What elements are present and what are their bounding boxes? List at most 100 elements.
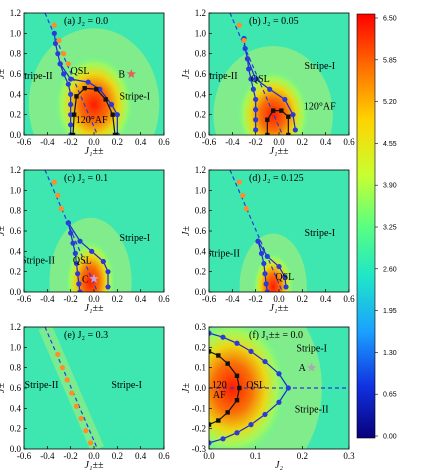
qsl-boundary-left — [243, 38, 257, 130]
y-tick-label: 0.0 — [10, 130, 22, 140]
x-tick-label: 0.6 — [343, 137, 355, 147]
qsl-point — [105, 284, 111, 290]
colorbar-label: 3.90 — [383, 183, 397, 190]
colorbar-label: 5.20 — [383, 99, 397, 106]
x-tick-label: -0.2 — [64, 294, 78, 304]
qsl-point — [282, 274, 288, 280]
dashed-transition-line — [44, 327, 99, 449]
y-tick-label: 0.2 — [10, 110, 21, 120]
star-marker — [89, 273, 99, 283]
y-axis-label: J± — [0, 69, 7, 79]
transition-point — [241, 37, 247, 44]
x-tick-label: 0.1 — [250, 451, 261, 461]
qsl-point — [55, 51, 61, 57]
af120-point — [286, 114, 291, 119]
x-axis-label: J₁±± — [85, 303, 104, 314]
qsl-point — [52, 40, 59, 47]
colorbar-label: 1.95 — [383, 308, 397, 315]
x-tick-label: 0.6 — [158, 137, 170, 147]
af120-boundary — [72, 87, 116, 135]
qsl-point — [258, 250, 265, 256]
y-axis-label: J± — [0, 383, 7, 393]
transition-point — [59, 365, 66, 371]
panel-a: B Stripe-II QSL Stripe-I 120°AF (a) J₂ = 0.0 -… — [0, 8, 170, 157]
transition-point — [64, 377, 70, 383]
region-label: Stripe-II — [25, 380, 59, 391]
qsl-point — [209, 440, 212, 446]
af120-point — [225, 361, 230, 366]
qsl-point — [253, 117, 259, 123]
x-tick-label: 0.0 — [273, 294, 285, 304]
region-label: 120°AF — [76, 115, 108, 126]
panel-b: Stripe-II QSL Stripe-I 120°AF (b) J₂ = 0.05 -… — [181, 8, 355, 157]
region-label: Stripe-I — [111, 380, 142, 391]
colorbar: 6.50 5.85 5.20 4.55 3.90 3.25 2.60 1.95 1.30 0.65… — [356, 13, 397, 441]
x-tick-label: 0.2 — [112, 294, 123, 304]
y-tick-label: 1.0 — [10, 342, 22, 352]
y-tick-label: -0.2 — [192, 424, 206, 434]
star-label: B — [118, 70, 125, 81]
qsl-point — [283, 284, 289, 290]
x-tick-label: 0.2 — [297, 451, 308, 461]
region-label: Stripe-II — [19, 71, 53, 82]
qsl-point — [234, 340, 240, 346]
af120-point — [216, 418, 221, 423]
region-label: Stripe-II — [21, 256, 55, 267]
region-label: QSL — [71, 66, 90, 77]
x-tick-label: 0.2 — [297, 137, 308, 147]
x-tick-label: 0.4 — [135, 294, 147, 304]
qsl-point — [68, 112, 74, 118]
colorbar-label: 0.65 — [383, 392, 397, 399]
x-tick-label: 0.0 — [88, 137, 100, 147]
qsl-point — [244, 56, 251, 62]
af120-point — [265, 132, 270, 135]
qsl-point — [100, 258, 106, 265]
qsl-point — [89, 248, 95, 254]
transition-point — [61, 51, 67, 57]
panel-label: (f) J₁±± = 0.0 — [249, 330, 303, 341]
x-tick-label: 0.6 — [158, 294, 170, 304]
y-tick-label: 0.8 — [195, 206, 207, 216]
y-axis-label: J± — [181, 226, 192, 236]
x-tick-label: 0.6 — [343, 294, 355, 304]
y-tick-label: 0.0 — [195, 383, 207, 393]
y-tick-label: 0.8 — [10, 363, 22, 373]
qsl-point — [261, 260, 267, 267]
af120-point — [103, 97, 108, 102]
y-tick-label: 0.0 — [195, 287, 207, 297]
y-tick-label: 0.8 — [10, 206, 22, 216]
qsl-point — [68, 230, 74, 236]
qsl-point — [72, 250, 78, 256]
colorbar-label: 1.30 — [383, 350, 397, 357]
y-tick-label: 1.0 — [195, 185, 207, 195]
y-tick-label: 1.2 — [195, 8, 206, 18]
transition-point — [243, 206, 249, 212]
af120-point — [112, 132, 118, 135]
qsl-point — [234, 430, 240, 436]
af120-point — [209, 349, 212, 354]
y-tick-label: 0.4 — [10, 246, 22, 256]
transition-point — [65, 61, 71, 67]
qsl-point — [276, 263, 282, 270]
panel-label: (a) J₂ = 0.0 — [64, 16, 108, 27]
qsl-point — [262, 411, 268, 418]
af120-point — [237, 385, 242, 391]
qsl-point — [250, 86, 256, 92]
qsl-point — [68, 91, 74, 97]
region-label: Stripe-I — [296, 343, 327, 354]
qsl-point — [65, 220, 71, 226]
y-tick-label: 0.4 — [10, 89, 22, 99]
colorbar-label: 2.60 — [383, 266, 397, 273]
qsl-point — [246, 66, 252, 72]
y-tick-label: 0.0 — [195, 130, 207, 140]
qsl-point — [248, 76, 254, 82]
transition-point — [69, 390, 75, 396]
qsl-point — [253, 76, 259, 82]
y-tick-label: 0.6 — [195, 69, 207, 79]
y-tick-label: 0.4 — [10, 403, 22, 413]
y-axis-label: J± — [181, 69, 192, 79]
colorbar-label: 4.55 — [383, 141, 397, 148]
af120-point — [110, 112, 115, 117]
plot-area: Stripe-II QSL Stripe-I — [209, 170, 349, 292]
